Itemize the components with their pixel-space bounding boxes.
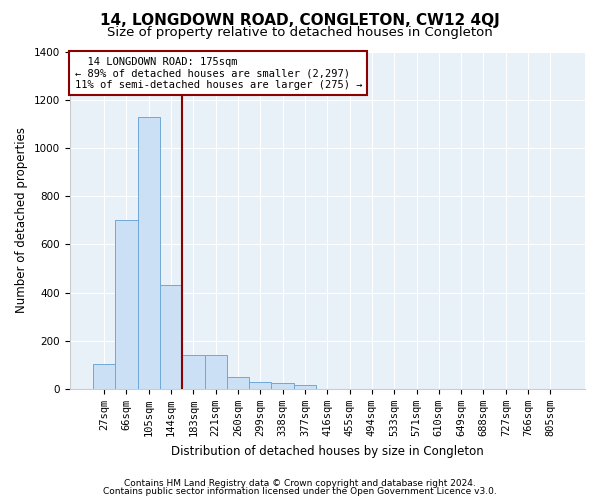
Text: 14, LONGDOWN ROAD, CONGLETON, CW12 4QJ: 14, LONGDOWN ROAD, CONGLETON, CW12 4QJ [100,12,500,28]
X-axis label: Distribution of detached houses by size in Congleton: Distribution of detached houses by size … [171,444,484,458]
Text: Contains public sector information licensed under the Open Government Licence v3: Contains public sector information licen… [103,487,497,496]
Bar [205,355,227,389]
Y-axis label: Number of detached properties: Number of detached properties [15,127,28,313]
Text: 14 LONGDOWN ROAD: 175sqm
← 89% of detached houses are smaller (2,297)
11% of sem: 14 LONGDOWN ROAD: 175sqm ← 89% of detach… [74,56,362,90]
Bar [137,116,160,389]
Bar [227,377,249,389]
Bar [182,355,205,389]
Bar [115,220,137,389]
Bar [93,364,115,389]
Bar [249,382,271,389]
Text: Size of property relative to detached houses in Congleton: Size of property relative to detached ho… [107,26,493,39]
Bar [271,383,294,389]
Bar [294,386,316,389]
Text: Contains HM Land Registry data © Crown copyright and database right 2024.: Contains HM Land Registry data © Crown c… [124,478,476,488]
Bar [160,286,182,389]
